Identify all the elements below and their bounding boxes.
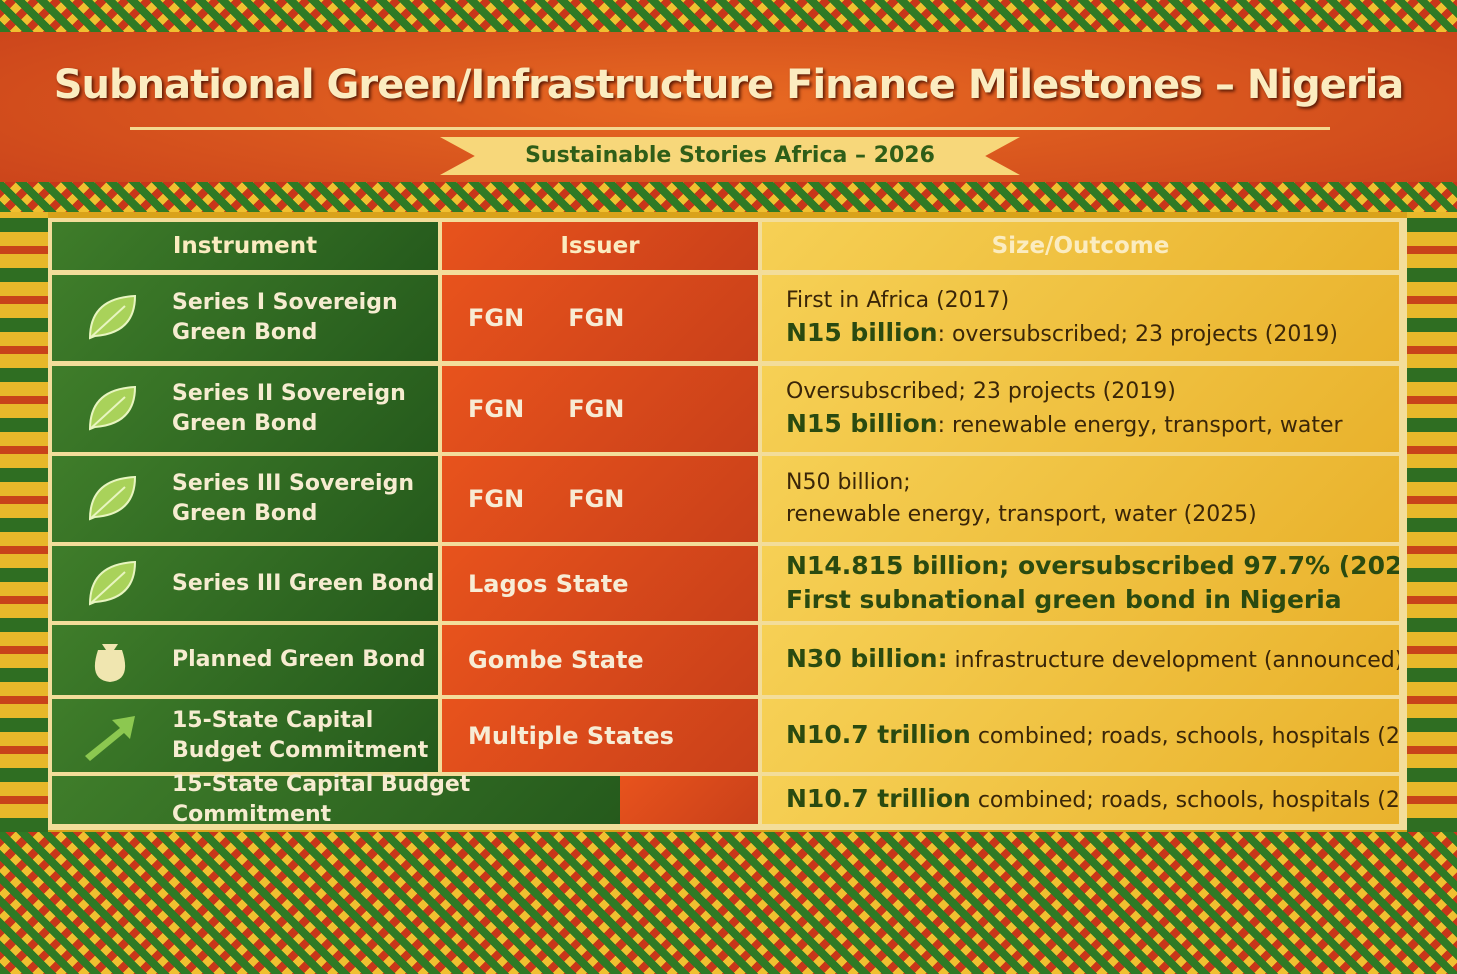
outcome-text: renewable energy, transport, water (2025… [786,502,1257,527]
issuer-text: FGN [468,395,525,423]
subtitle: Sustainable Stories Africa – 2026 [440,137,1020,175]
outcome-cell: N50 billion; renewable energy, transport,… [762,456,1399,542]
issuer-text: FGN [568,485,625,513]
instrument-text: Green Bond [172,501,318,526]
issuer-text: FGN [568,304,625,332]
outcome-line: N14.815 billion; oversubscribed 97.7% (2… [786,550,1399,584]
title: Subnational Green/Infrastructure Finance… [53,62,1405,108]
outcome-text: infrastructure development (announced) [947,648,1399,673]
outcome-text: combined; roads, schools, hospitals (202… [977,788,1399,813]
outcome-line: Oversubscribed; 23 projects (2019) [786,376,1399,408]
outcome-strong: N10.7 trillion [786,719,971,749]
issuer-cell: Lagos State [442,546,758,621]
column-header: Instrument [52,222,438,270]
outcome-cell: N10.7 trillion combined; roads, schools,… [762,776,1399,824]
outcome-strong: N15 billion [786,318,938,347]
issuer-text: FGN [468,485,525,513]
instrument-text: Series I Sovereign [172,290,398,315]
icon [85,715,135,761]
issuer-cell: FGN FGN [442,456,758,542]
outcome-line: N10.7 trillion combined; roads, schools,… [786,783,1399,817]
outcome-text: : oversubscribed; 23 projects (2019) [937,322,1338,347]
issuer-text: FGN [568,395,625,423]
outcome-text: : renewable energy, transport, water [937,413,1343,438]
right-border [1407,212,1457,832]
outcome-line: N50 billion; [786,467,1399,499]
instrument-text: Series III Sovereign [172,471,414,496]
outcome-line: First subnational green bond in Nigeria [786,584,1399,618]
outcome-line: N15 billion: renewable energy, transport… [786,408,1399,442]
outcome-strong: N15 billion [786,409,938,438]
bottom-border [0,832,1457,974]
issuer-text: Multiple States [468,721,674,750]
issuer-cell [620,776,758,824]
outcome-text: First in Africa (2017) [786,288,1010,313]
outcome-line: renewable energy, transport, water (2025… [786,499,1399,531]
outcome-line: First in Africa (2017) [786,285,1399,317]
outcome-text: N50 billion; [786,470,911,495]
icon [88,385,137,431]
outcome-cell: First in Africa (2017) N15 billion: overs… [762,275,1399,361]
outcome-text: Oversubscribed; 23 projects (2019) [786,379,1176,404]
outcome-line: N10.7 trillion combined; roads, schools,… [786,719,1399,753]
outcome-line: N15 billion: oversubscribed; 23 projects… [786,317,1399,351]
title-rule [130,127,1330,130]
instrument-cell: 15-State Capital Budget Commitment [52,772,620,827]
issuer-text: Gombe State [468,646,644,674]
issuer-cell: Gombe State [442,625,758,695]
header-border [0,182,1457,212]
outcome-cell: N30 billion: infrastructure development … [762,625,1399,695]
column-header: Issuer [442,222,758,270]
instrument-cell: 15-State Capital Budget Commitment [52,699,438,772]
issuer-cell: FGN FGN [442,275,758,361]
instrument-text: 15-State Capital [172,707,374,733]
left-border [0,212,48,832]
icon [88,475,137,521]
top-border [0,0,1457,32]
outcome-cell: N14.815 billion; oversubscribed 97.7% (2… [762,546,1399,621]
instrument-text: Series III Green Bond [172,570,435,596]
icon [88,294,137,340]
outcome-strong: N30 billion: [786,644,948,673]
column-header: Size/Outcome [762,222,1399,270]
icon [88,560,137,605]
header-band [0,0,1457,210]
outcome-cell: Oversubscribed; 23 projects (2019) N15 bi… [762,366,1399,452]
outcome-line: N30 billion: infrastructure development … [786,643,1399,677]
outcome-text: combined; roads, schools, hospitals (20) [970,723,1399,749]
instrument-text: Budget Commitment [172,737,429,763]
outcome-strong: N14.815 billion; oversubscribed 97.7% (2… [786,550,1399,580]
instrument-text: Green Bond [172,320,318,345]
instrument-text: 15-State Capital Budget Commitment [172,772,471,827]
icon [94,644,126,682]
outcome-strong: N10.7 trillion [786,784,971,813]
issuer-cell: FGN FGN [442,366,758,452]
issuer-cell: Multiple States [442,699,758,772]
instrument-text: Green Bond [172,411,318,436]
instrument-text: Planned Green Bond [172,647,426,672]
instrument-text: Series II Sovereign [172,381,406,406]
outcome-cell: N10.7 trillion combined; roads, schools,… [762,699,1399,772]
issuer-text: FGN [468,304,525,332]
issuer-text: Lagos State [468,569,629,598]
outcome-strong: First subnational green bond in Nigeria [786,584,1342,614]
